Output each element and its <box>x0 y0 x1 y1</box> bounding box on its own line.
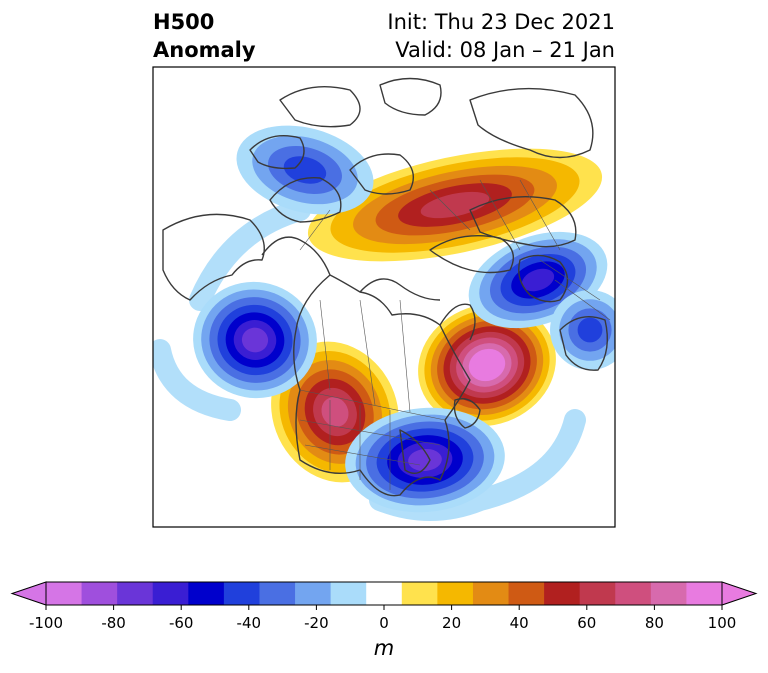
colorbar-segment <box>366 582 403 605</box>
negative-anomaly-gulf-of-alaska <box>193 281 317 399</box>
negative-anomaly-southeast-us <box>345 407 505 513</box>
positive-anomaly-arctic-ridge-band-60 <box>420 191 490 219</box>
coastlines <box>162 77 608 497</box>
positive-anomaly-western-us-band-70 <box>321 397 349 427</box>
colorbar-segment <box>81 582 118 605</box>
colorbar-tick-label: 100 <box>707 614 737 632</box>
political-borders <box>299 179 611 490</box>
anomaly-field <box>153 125 615 521</box>
positive-anomaly-eastern-canada <box>418 303 556 427</box>
colorbar-tick-label: -40 <box>236 614 262 632</box>
colorbar-segment <box>686 582 723 605</box>
colorbar-tick-label: -100 <box>28 614 64 632</box>
colorbar-tick-label: -20 <box>304 614 329 632</box>
colorbar-segment <box>401 582 438 605</box>
positive-anomaly-eastern-canada-band-100 <box>475 354 499 376</box>
colorbar-segment <box>544 582 581 605</box>
colorbar-segment <box>117 582 154 605</box>
negative-anomaly-gulf-of-alaska-band-70 <box>241 327 269 353</box>
colorbar-segment <box>472 582 510 605</box>
colorbar-tick-label: -80 <box>101 614 126 632</box>
negative-anomaly-band-2 <box>153 339 241 421</box>
colorbar-segment <box>508 582 545 605</box>
colorbar-tick-label: 40 <box>509 614 529 632</box>
map-frame <box>152 66 616 528</box>
title-field: Anomaly <box>153 38 256 62</box>
positive-anomaly-arctic-ridge <box>307 148 603 262</box>
colorbar-tick-label: 80 <box>644 614 664 632</box>
colorbar-segment <box>579 582 616 605</box>
colorbar-segment <box>188 582 225 605</box>
colorbar-segment <box>259 582 296 605</box>
init-date: Init: Thu 23 Dec 2021 <box>387 10 615 34</box>
negative-anomaly-siberia <box>236 125 374 215</box>
negative-anomaly-southeast-us-band-70 <box>408 448 442 472</box>
colorbar-segment <box>330 582 367 605</box>
colorbar-under-arrow <box>10 581 47 606</box>
negative-anomaly-north-atlantic-band-40 <box>577 317 603 343</box>
colorbar-segment <box>615 582 652 605</box>
colorbar-segment <box>295 582 332 605</box>
colorbar-segments <box>10 581 758 610</box>
colorbar-units: m <box>373 636 395 660</box>
colorbar-tick-label: 60 <box>577 614 597 632</box>
chart-title-left: H500 Anomaly <box>153 8 256 64</box>
valid-range: Valid: 08 Jan – 21 Jan <box>395 38 615 62</box>
colorbar-segment <box>152 582 189 605</box>
colorbar-segment <box>223 582 260 605</box>
colorbar-segment <box>437 582 474 605</box>
colorbar-segment <box>46 582 83 605</box>
title-variable: H500 <box>153 10 215 34</box>
negative-anomaly-scandinavia-band-60 <box>521 268 555 292</box>
colorbar-over-arrow <box>721 581 758 606</box>
negative-anomaly-siberia-band-40 <box>283 156 327 184</box>
chart-title-right: Init: Thu 23 Dec 2021 Valid: 08 Jan – 21… <box>387 8 615 64</box>
colorbar-tick-label: 0 <box>379 614 389 632</box>
colorbar-tick-label: -60 <box>168 614 194 632</box>
colorbar-segment <box>650 582 687 605</box>
colorbar-tick-label: 20 <box>442 614 462 632</box>
